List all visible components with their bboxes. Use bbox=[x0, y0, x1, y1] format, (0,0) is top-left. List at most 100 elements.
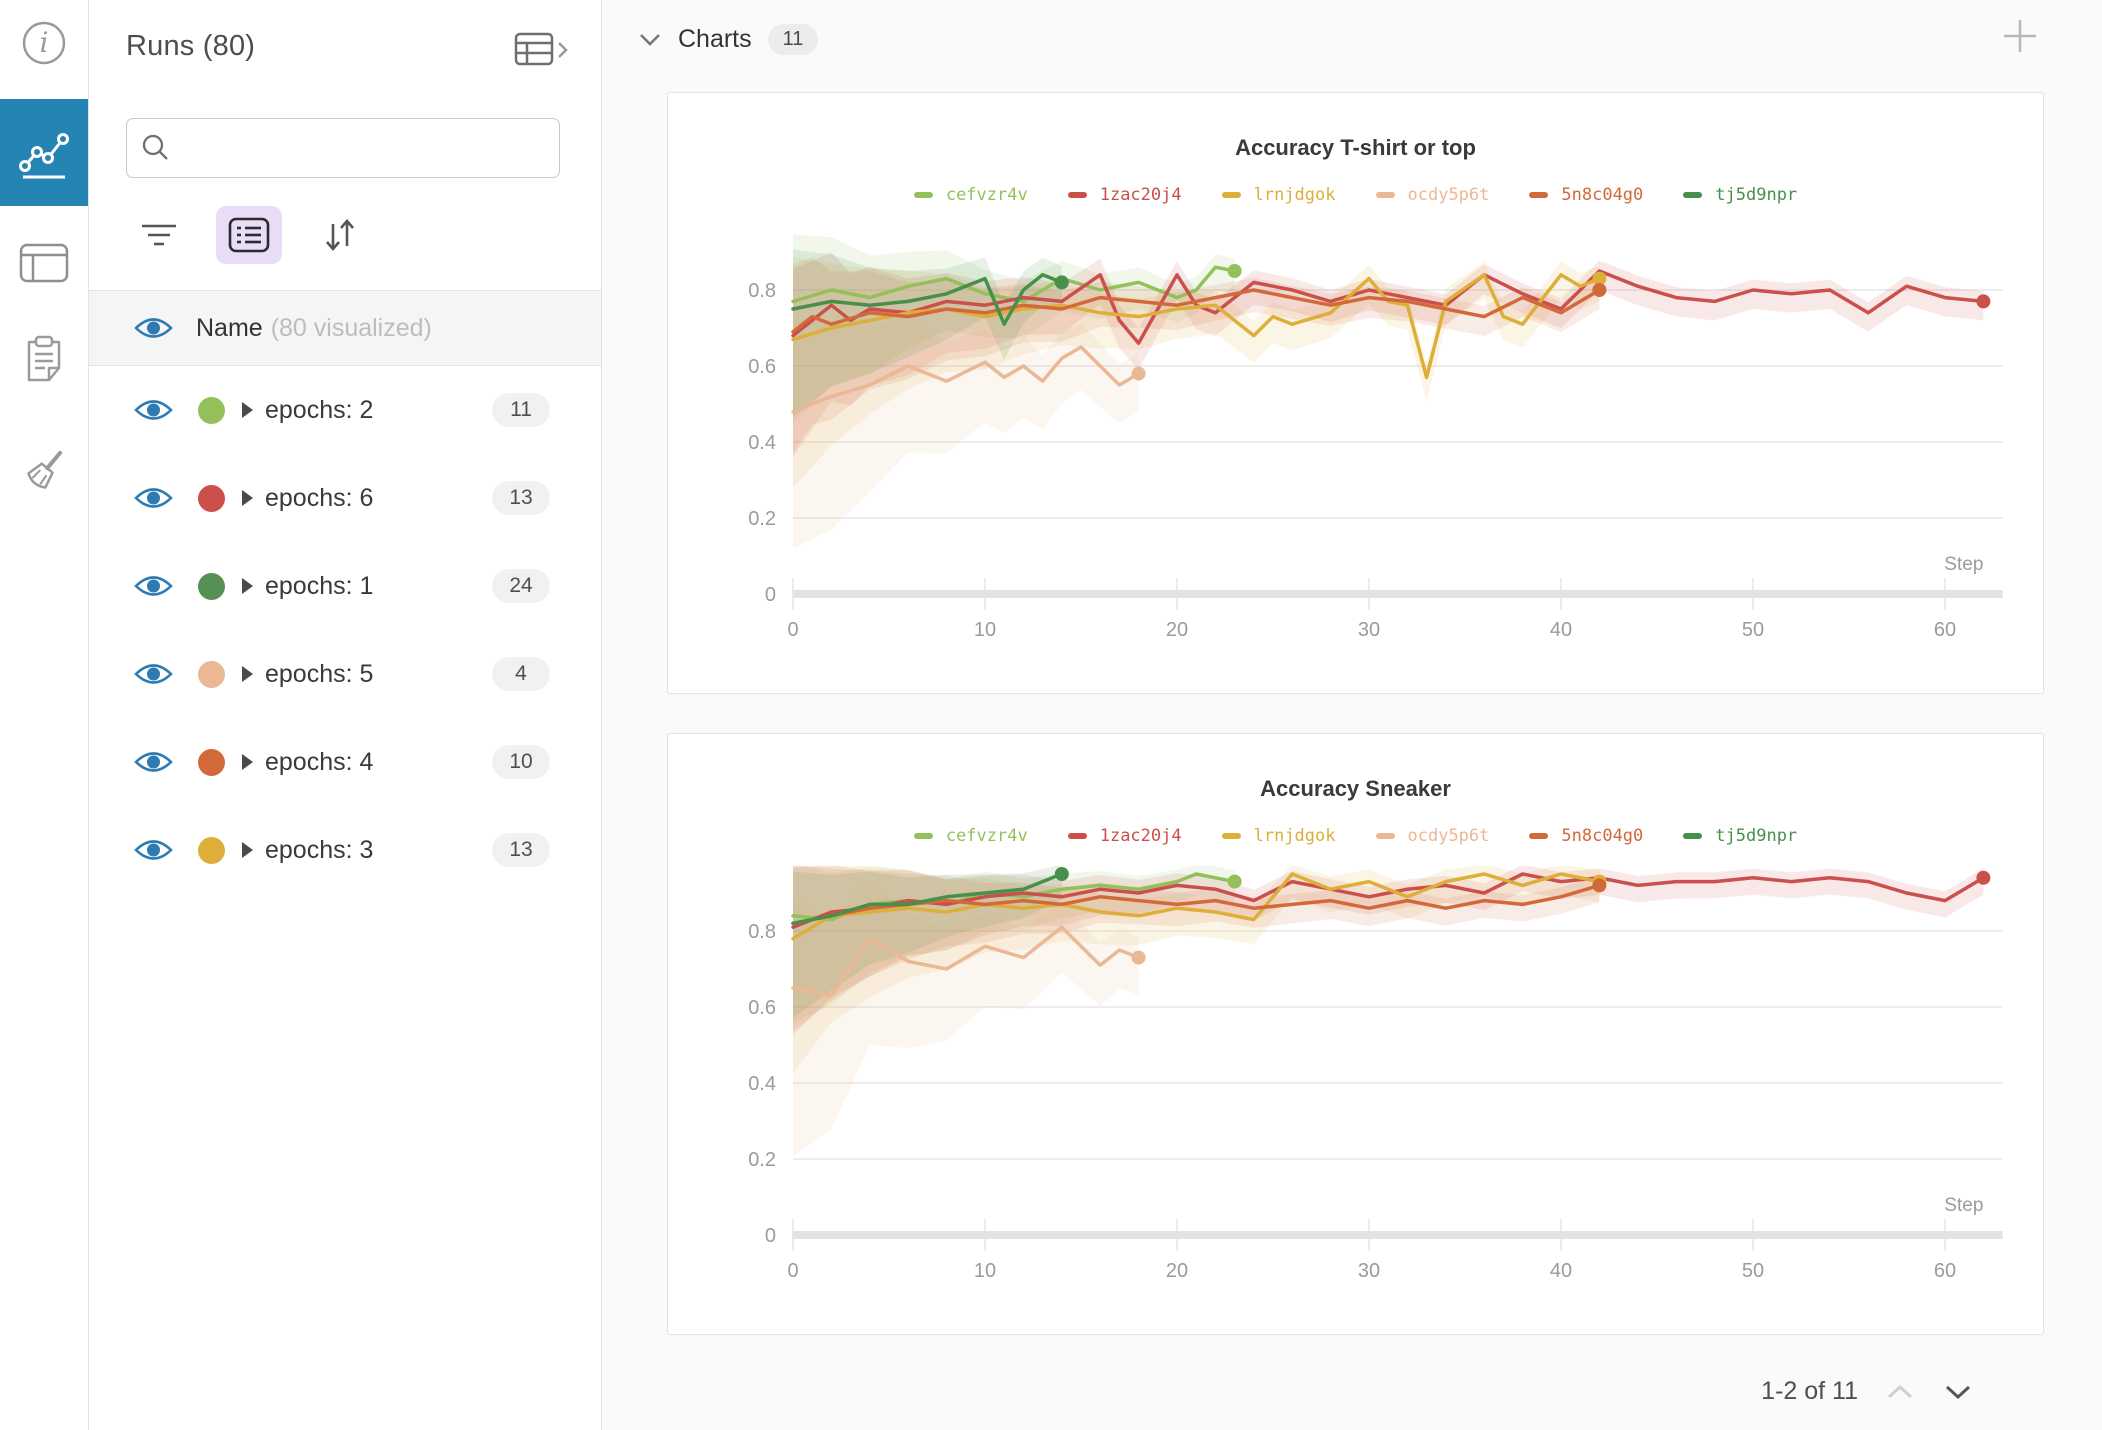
legend-run-id: ocdy5p6t bbox=[1407, 185, 1490, 205]
svg-text:30: 30 bbox=[1358, 619, 1380, 641]
run-color-dot bbox=[198, 396, 225, 424]
runs-header-sublabel: (80 visualized) bbox=[270, 313, 432, 342]
legend-run-id: tj5d9npr bbox=[1715, 826, 1798, 846]
legend-run-id: cefvzr4v bbox=[945, 185, 1028, 205]
run-group-label: epochs: 5 bbox=[265, 659, 374, 688]
svg-text:20: 20 bbox=[1166, 1260, 1188, 1282]
caret-right-icon[interactable] bbox=[239, 400, 255, 420]
pagination-next-button[interactable] bbox=[1942, 1382, 1974, 1402]
caret-right-icon[interactable] bbox=[239, 840, 255, 860]
eye-icon[interactable] bbox=[133, 395, 174, 425]
legend-run-id: lrnjdgok bbox=[1253, 826, 1336, 846]
eye-icon[interactable] bbox=[133, 659, 174, 689]
run-group-label: epochs: 2 bbox=[265, 395, 374, 424]
svg-text:50: 50 bbox=[1742, 619, 1764, 641]
chevron-up-icon bbox=[1887, 1384, 1913, 1398]
legend-swatch bbox=[1375, 833, 1395, 839]
legend-item-1zac20j4[interactable]: 1zac20j4 bbox=[1067, 826, 1182, 846]
legend-item-ocdy5p6t[interactable]: ocdy5p6t bbox=[1375, 185, 1490, 205]
rail-item-notes[interactable] bbox=[0, 330, 88, 392]
svg-text:20: 20 bbox=[1166, 619, 1188, 641]
legend-item-ocdy5p6t[interactable]: ocdy5p6t bbox=[1375, 826, 1489, 846]
run-group-row[interactable]: epochs: 5 4 bbox=[89, 630, 601, 718]
svg-text:0.6: 0.6 bbox=[748, 356, 776, 378]
rail-item-table[interactable] bbox=[0, 232, 88, 294]
run-count-badge: 11 bbox=[492, 393, 550, 427]
caret-right-icon[interactable] bbox=[239, 664, 255, 684]
pagination-prev-button[interactable] bbox=[1884, 1382, 1916, 1402]
legend-run-id: 5n8c04g0 bbox=[1561, 826, 1644, 846]
svg-text:0: 0 bbox=[787, 1260, 798, 1282]
svg-text:0: 0 bbox=[765, 1225, 776, 1247]
chevron-down-icon[interactable] bbox=[638, 32, 662, 48]
legend-item-cefvzr4v[interactable]: cefvzr4v bbox=[913, 185, 1028, 205]
runs-search-input[interactable] bbox=[181, 134, 549, 162]
eye-icon[interactable] bbox=[133, 483, 174, 513]
filter-button[interactable] bbox=[126, 206, 192, 264]
legend-item-5n8c04g0[interactable]: 5n8c04g0 bbox=[1529, 826, 1643, 846]
legend-item-cefvzr4v[interactable]: cefvzr4v bbox=[913, 826, 1028, 846]
svg-text:0.8: 0.8 bbox=[748, 921, 776, 943]
svg-text:0.2: 0.2 bbox=[748, 508, 776, 530]
runs-header-row[interactable]: Name (80 visualized) bbox=[89, 291, 601, 366]
legend-swatch bbox=[1067, 833, 1087, 839]
svg-text:40: 40 bbox=[1550, 1260, 1572, 1282]
caret-right-icon[interactable] bbox=[239, 488, 255, 508]
rail-item-workspace-charts[interactable] bbox=[0, 99, 88, 206]
svg-text:Step: Step bbox=[1944, 1195, 1983, 1216]
legend-run-id: cefvzr4v bbox=[945, 826, 1028, 846]
legend-swatch bbox=[1375, 192, 1395, 198]
legend-run-id: tj5d9npr bbox=[1715, 185, 1798, 205]
legend-swatch bbox=[1683, 192, 1703, 198]
runs-search-box bbox=[126, 118, 560, 178]
legend-swatch bbox=[1221, 833, 1241, 839]
eye-icon[interactable] bbox=[133, 747, 174, 777]
legend-swatch bbox=[913, 192, 933, 198]
runs-header-label: Name bbox=[196, 313, 263, 342]
chart-panel-accuracy-tshirt[interactable]: Accuracy T-shirt or top cefvzr4v 1zac20j4… bbox=[667, 92, 2044, 694]
legend-item-lrnjdgok[interactable]: lrnjdgok bbox=[1221, 185, 1336, 205]
list-icon bbox=[228, 217, 270, 253]
left-icon-rail: i bbox=[0, 0, 89, 1430]
eye-icon[interactable] bbox=[133, 313, 174, 343]
add-panel-button[interactable] bbox=[2000, 16, 2040, 61]
info-icon: i bbox=[22, 21, 66, 65]
legend-item-lrnjdgok[interactable]: lrnjdgok bbox=[1221, 826, 1336, 846]
sort-icon bbox=[326, 219, 354, 251]
clipboard-icon bbox=[27, 335, 61, 382]
run-group-row[interactable]: epochs: 6 13 bbox=[89, 454, 601, 542]
legend-swatch bbox=[1683, 833, 1703, 839]
svg-text:50: 50 bbox=[1742, 1260, 1764, 1282]
run-group-row[interactable]: epochs: 2 11 bbox=[89, 366, 601, 454]
run-list: epochs: 2 11 epochs: 6 13 bbox=[89, 366, 601, 894]
run-group-row[interactable]: epochs: 4 10 bbox=[89, 718, 601, 806]
panel-pagination: 1-2 of 11 bbox=[1761, 1377, 1974, 1406]
legend-swatch bbox=[1067, 192, 1087, 198]
caret-right-icon[interactable] bbox=[239, 576, 255, 596]
svg-text:60: 60 bbox=[1934, 1260, 1956, 1282]
list-view-button[interactable] bbox=[216, 206, 282, 264]
chevron-down-icon bbox=[1945, 1385, 1971, 1399]
rail-item-info[interactable]: i bbox=[0, 12, 88, 74]
chart-panel-accuracy-sneaker[interactable]: Accuracy Sneaker cefvzr4v 1zac20j4 lrnjdgo… bbox=[667, 733, 2044, 1335]
legend-item-tj5d9npr[interactable]: tj5d9npr bbox=[1683, 826, 1797, 846]
caret-right-icon[interactable] bbox=[239, 752, 255, 772]
sort-button[interactable] bbox=[306, 206, 372, 264]
legend-run-id: 1zac20j4 bbox=[1099, 185, 1182, 205]
run-color-dot bbox=[198, 836, 225, 864]
chart-legend: cefvzr4v 1zac20j4 lrnjdgok ocdy5p6t 5n8c04g0… bbox=[668, 185, 2043, 205]
run-color-dot bbox=[198, 660, 225, 688]
legend-item-tj5d9npr[interactable]: tj5d9npr bbox=[1683, 185, 1797, 205]
legend-item-5n8c04g0[interactable]: 5n8c04g0 bbox=[1529, 185, 1643, 205]
sidebar-divider bbox=[89, 290, 601, 291]
legend-item-1zac20j4[interactable]: 1zac20j4 bbox=[1067, 185, 1182, 205]
run-color-dot bbox=[198, 484, 225, 512]
runs-table-expand-icon bbox=[514, 32, 568, 66]
eye-icon[interactable] bbox=[133, 571, 174, 601]
rail-item-sweeps[interactable] bbox=[0, 438, 88, 506]
charts-section-header[interactable]: Charts 11 bbox=[638, 24, 819, 55]
eye-icon[interactable] bbox=[133, 835, 174, 865]
run-group-row[interactable]: epochs: 3 13 bbox=[89, 806, 601, 894]
runs-table-expand-button[interactable] bbox=[513, 30, 571, 70]
run-group-row[interactable]: epochs: 1 24 bbox=[89, 542, 601, 630]
